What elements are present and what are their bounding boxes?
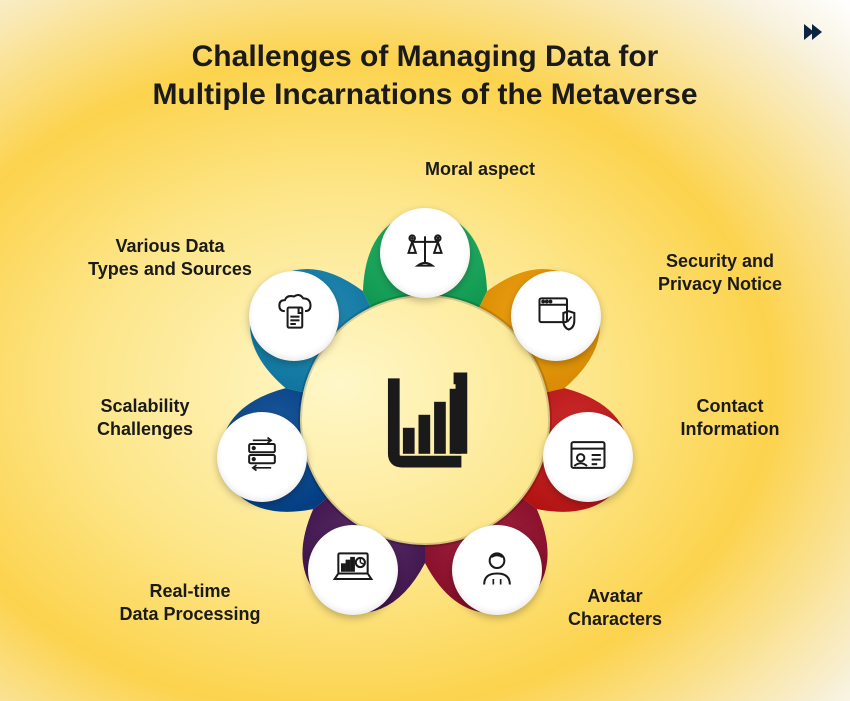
node-security (511, 271, 601, 361)
label-moral: Moral aspect (380, 158, 580, 181)
id-card-icon (566, 433, 610, 482)
laptop-chart-icon (331, 546, 375, 595)
shield-window-icon (534, 291, 578, 340)
node-realtime (308, 525, 398, 615)
label-datatypes: Various DataTypes and Sources (70, 235, 270, 280)
cloud-doc-icon (272, 291, 316, 340)
label-avatar: AvatarCharacters (530, 585, 700, 630)
page-title: Challenges of Managing Data forMultiple … (43, 38, 808, 113)
node-moral (380, 208, 470, 298)
label-realtime: Real-timeData Processing (90, 580, 290, 625)
scale-icon (403, 229, 447, 278)
label-security: Security andPrivacy Notice (630, 250, 810, 295)
avatar-icon (475, 546, 519, 595)
label-scalability: ScalabilityChallenges (60, 395, 230, 440)
center-chart-icon (350, 345, 500, 495)
node-scalability (217, 412, 307, 502)
node-datatypes (249, 271, 339, 361)
label-contact: ContactInformation (645, 395, 815, 440)
servers-icon (240, 433, 284, 482)
node-contact (543, 412, 633, 502)
